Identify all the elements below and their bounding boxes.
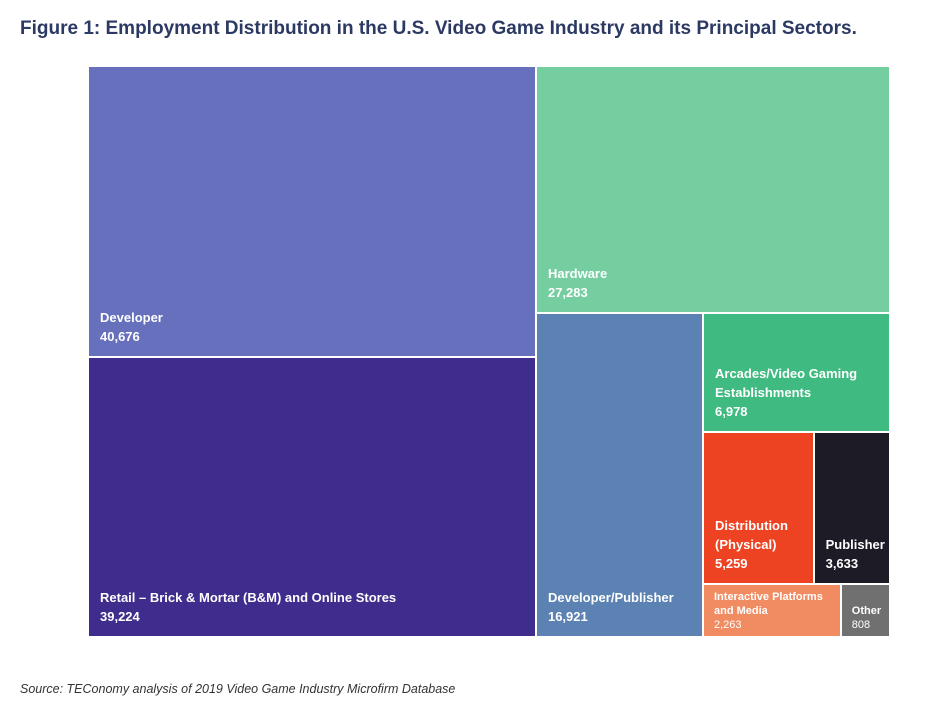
cell-value: 39,224 <box>100 608 140 624</box>
chart-title: Figure 1: Employment Distribution in the… <box>20 18 857 39</box>
treemap-cell: Retail – Brick & Mortar (B&M) and Online… <box>88 356 536 637</box>
treemap: Developer 40,676 Retail – Brick & Mortar (… <box>88 66 890 637</box>
treemap-cell: Hardware 27,283 <box>535 66 890 313</box>
cell-value: 3,633 <box>825 556 859 572</box>
cell-label: Distribution (Physical) <box>715 518 788 553</box>
cell-label: Developer/Publisher <box>547 589 674 605</box>
source-note: Source: TEConomy analysis of 2019 Video … <box>20 682 456 696</box>
cell-label: Hardware <box>547 265 608 281</box>
treemap-cell: Distribution (Physical) 5,259 <box>703 432 814 585</box>
cell-value: 2,263 <box>714 618 742 631</box>
treemap-cell: Developer 40,676 <box>88 66 536 357</box>
treemap-cell: Developer/Publisher 16,921 <box>535 312 703 637</box>
treemap-cell: Arcades/Video Gaming Establishments 6,978 <box>703 312 890 433</box>
cell-label: Other <box>851 604 882 617</box>
cell-value: 6,978 <box>715 404 748 420</box>
cell-label: Publisher <box>825 537 885 553</box>
treemap-cell: Other 808 <box>840 584 890 637</box>
cell-label: Retail – Brick & Mortar (B&M) and Online… <box>100 589 397 605</box>
cell-label: Developer <box>100 309 163 325</box>
treemap-cell: Interactive Platforms and Media 2,263 <box>703 584 841 637</box>
cell-label: Interactive Platforms and Media <box>714 590 823 617</box>
cell-value: 16,921 <box>547 608 588 624</box>
cell-value: 5,259 <box>715 556 748 572</box>
cell-label: Arcades/Video Gaming Establishments <box>715 366 858 401</box>
cell-value: 40,676 <box>100 328 140 344</box>
cell-value: 808 <box>851 618 871 631</box>
cell-value: 27,283 <box>547 284 588 300</box>
treemap-cell: Publisher 3,633 <box>813 432 890 585</box>
